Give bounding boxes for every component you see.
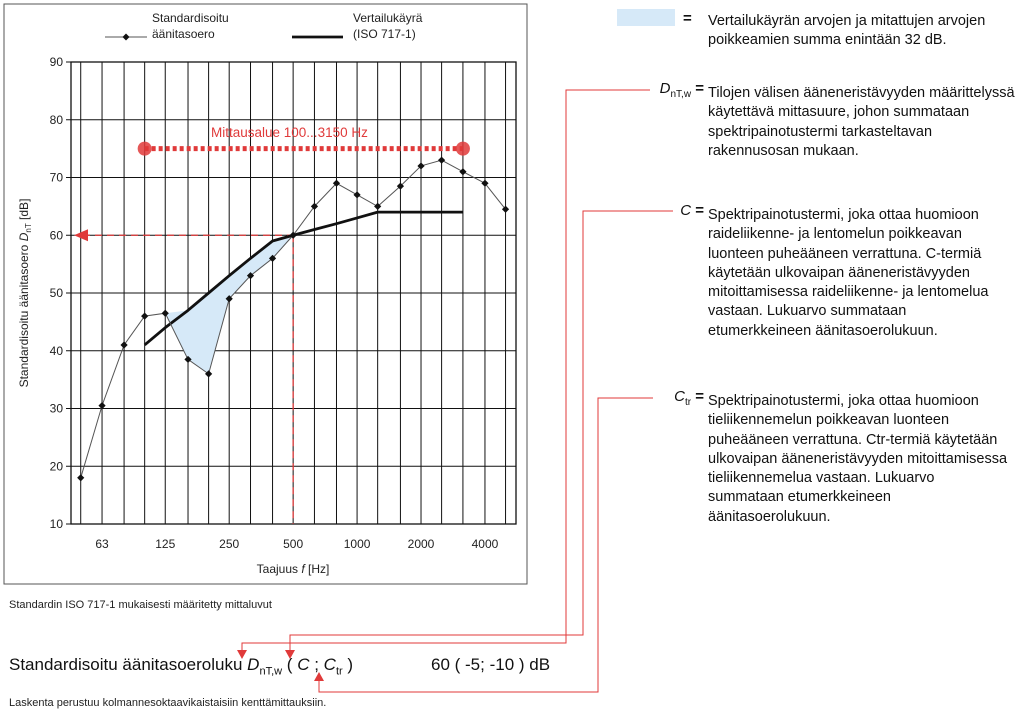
legend-measured-label-1: Standardisoitu	[152, 11, 229, 25]
y-axis-label: Standardisoitu äänitasoero DnT [dB]	[17, 199, 33, 388]
definition-ctr-text: Spektripainotustermi, joka ottaa huomioo…	[708, 393, 1008, 525]
annotations	[74, 141, 470, 524]
range-end-dot	[455, 141, 470, 156]
definition-area-text: Vertailukäyrän arvojen ja mitattujen arv…	[708, 13, 986, 49]
y-tick-label-2: 30	[50, 402, 64, 416]
result-c-symbol: C	[297, 655, 310, 674]
deficiency-swatch	[617, 9, 675, 26]
y-tick-label-4: 50	[50, 286, 64, 300]
arrow-dntw	[237, 650, 247, 659]
y-tick-label-6: 70	[50, 171, 64, 185]
measured-point-3	[141, 312, 149, 320]
measured-point-9	[268, 254, 277, 262]
definition-ctr-symbol: Ctr =	[600, 388, 704, 408]
result-separator: ;	[309, 655, 324, 674]
measured-point-10	[289, 231, 297, 239]
measured-point-5	[184, 355, 192, 364]
result-value: 60 ( -5; -10 ) dB	[431, 655, 551, 674]
result-arrow	[74, 229, 88, 242]
measured-point-15	[396, 182, 405, 190]
measured-series	[77, 156, 510, 482]
leader-lines	[241, 89, 673, 693]
definition-c-symbol: C =	[600, 202, 704, 219]
x-tick-label-2: 250	[219, 537, 239, 551]
range-annotation: Mittausalue 100...3150 Hz	[211, 125, 368, 140]
definition-dntw-text: Tilojen välisen ääneneristävyyden määrit…	[708, 85, 1015, 159]
measured-point-19	[481, 179, 489, 187]
result-ctr-symbol: C	[323, 655, 336, 674]
legend: Standardisoitu äänitasoero Vertailukäyrä…	[105, 11, 423, 41]
x-tick-label-1: 125	[155, 537, 175, 551]
leader-ctr	[318, 397, 653, 693]
arrow-ctr	[314, 672, 324, 681]
chart-frame	[3, 3, 528, 585]
x-tick-label-4: 1000	[344, 537, 371, 551]
measured-point-16	[417, 162, 425, 170]
arrow-c	[285, 650, 295, 659]
legend-measured-marker	[122, 33, 130, 41]
y-tick-label-5: 60	[50, 228, 64, 242]
ctr-symbol-main: C	[674, 388, 685, 405]
dntw-symbol-main: D	[659, 80, 671, 97]
leader-arrows	[237, 650, 324, 681]
result-formula: Standardisoitu äänitasoeroluku DnT,w ( C…	[9, 655, 353, 677]
measured-point-12	[332, 179, 341, 187]
measured-point-11	[310, 202, 319, 210]
legend-reference-label-1: Vertailukäyrä	[353, 11, 423, 25]
leader-dntw	[241, 89, 650, 651]
measured-point-18	[459, 168, 467, 176]
measured-point-13	[353, 191, 361, 199]
legend-reference-label-2: (ISO 717-1)	[353, 27, 416, 41]
dntw-equals: =	[691, 80, 704, 97]
measured-point-6	[205, 370, 213, 378]
range-start-dot	[137, 141, 152, 156]
measured-point-17	[438, 156, 446, 164]
measured-point-4	[161, 309, 169, 317]
dntw-symbol-sub: nT,w	[670, 89, 692, 100]
result-ctr-sub: tr	[335, 665, 343, 678]
standard-note: Standardin ISO 717-1 mukaisesti määritet…	[9, 599, 272, 611]
footer-note: Laskenta perustuu kolmannesoktaavikaista…	[9, 697, 327, 709]
measured-point-20	[501, 205, 510, 213]
reference-curve	[143, 210, 463, 347]
y-tick-label-7: 80	[50, 113, 64, 127]
leader-c	[289, 210, 673, 651]
measured-point-14	[374, 202, 382, 210]
definition-c-text: Spektripainotustermi, joka ottaa huomioo…	[708, 207, 989, 339]
y-tick-label-1: 20	[50, 459, 64, 473]
definition-dntw-symbol: DnT,w =	[600, 80, 704, 100]
x-tick-label-5: 2000	[408, 537, 435, 551]
x-tick-label-6: 4000	[472, 537, 499, 551]
result-label: Standardisoitu äänitasoeroluku	[9, 655, 243, 674]
x-axis-label: Taajuus f [Hz]	[257, 562, 330, 576]
ctr-symbol-sub: tr	[684, 397, 692, 408]
c-equals: =	[691, 202, 704, 219]
axes: 10 20 30 40 50 60 70 80 90 63 125 250 500 1000 2000 400…	[50, 55, 499, 551]
measured-point-7	[225, 295, 233, 303]
legend-measured-label-2: äänitasoero	[152, 27, 215, 41]
result-symbol-sub: nT,w	[259, 665, 283, 678]
y-tick-label-8: 90	[50, 55, 64, 69]
definition-area-equals: =	[683, 10, 692, 27]
deficiency-area	[165, 235, 294, 374]
measured-point-2	[120, 341, 128, 349]
measured-point-1	[98, 402, 106, 410]
x-tick-label-0: 63	[95, 537, 109, 551]
measured-point-8	[246, 272, 255, 280]
ctr-equals: =	[691, 388, 704, 405]
result-close-paren: )	[342, 655, 354, 674]
y-tick-label-3: 40	[50, 344, 64, 358]
x-tick-label-3: 500	[283, 537, 303, 551]
reference-series	[143, 210, 463, 347]
deficiency-area-0	[165, 235, 294, 374]
y-tick-label-0: 10	[50, 517, 64, 531]
result-symbol: D	[247, 655, 260, 674]
c-symbol-main: C	[680, 202, 692, 219]
measured-point-0	[77, 474, 85, 482]
result-open-paren: (	[282, 655, 293, 674]
